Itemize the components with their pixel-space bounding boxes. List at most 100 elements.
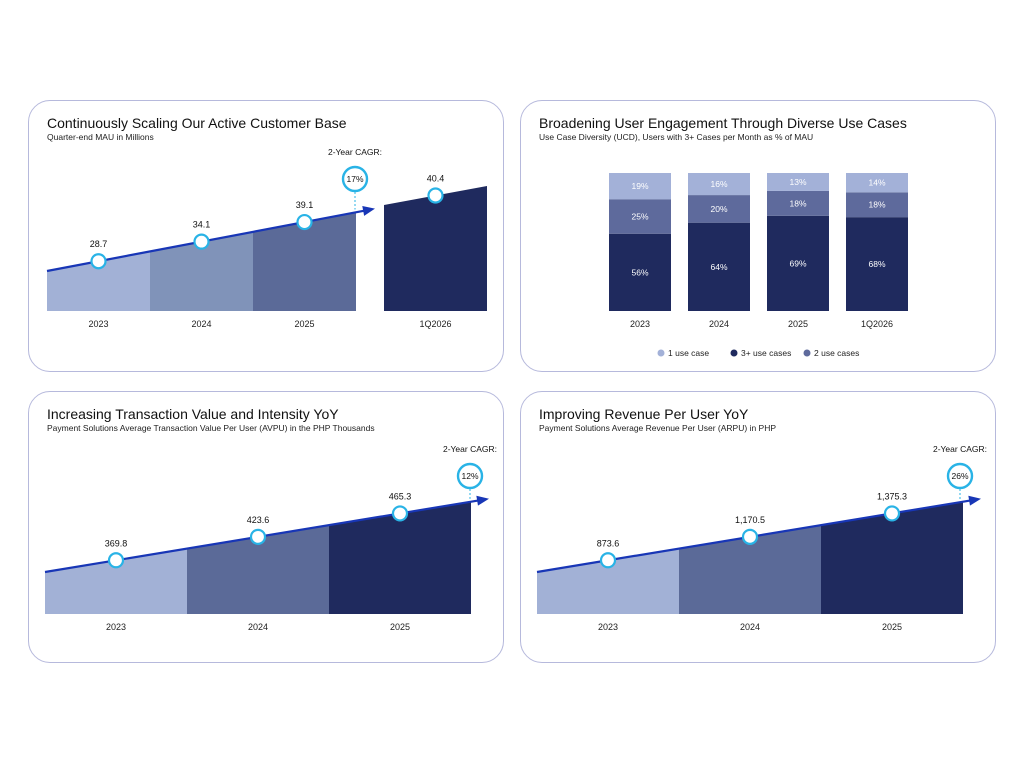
data-point-1Q2026 — [427, 187, 444, 204]
ucd-subtitle: Use Case Diversity (UCD), Users with 3+ … — [539, 132, 814, 142]
mau-title: Continuously Scaling Our Active Customer… — [47, 115, 347, 131]
bar-1Q2026-1-use-case — [846, 173, 908, 193]
data-label-2024: 1,170.5 — [735, 515, 765, 525]
data-label-2024: 423.6 — [247, 515, 270, 525]
trend-arrowhead — [476, 495, 489, 506]
bar-2024-1-use-case — [688, 173, 750, 196]
x-tick-2024: 2024 — [740, 622, 760, 632]
bar-label-2023-3-use-cases: 56% — [631, 267, 648, 277]
bar-label-1Q2026-2-use-cases: 18% — [868, 200, 885, 210]
data-point-2025 — [883, 505, 901, 522]
data-label-2023: 369.8 — [105, 538, 128, 548]
x-tick-2023: 2023 — [88, 319, 108, 329]
mau-chart: 2023 2024 2025 1Q2026 28.7 34.1 39.1 40.4 2-Year… — [46, 147, 487, 329]
data-label-2023: 873.6 — [597, 538, 620, 548]
data-label-2025: 1,375.3 — [877, 491, 907, 501]
x-tick-2023: 2023 — [106, 622, 126, 632]
bar-2023-2-use-cases — [609, 199, 671, 234]
mau-subtitle: Quarter-end MAU in Millions — [47, 132, 154, 142]
area-segment-2023 — [537, 548, 679, 614]
arpu-chart: 2023 2024 2025 873.6 1,170.5 1,375.3 2-Year CA… — [536, 444, 987, 632]
data-label-2025: 39.1 — [296, 200, 314, 210]
ucd-chart: 56% 25% 19% 2023 64% 20% 16% 2024 69% 18% 13% 2025 6… — [609, 173, 908, 358]
area-segment-1Q2026 — [384, 186, 487, 311]
data-label-2025: 465.3 — [389, 491, 412, 501]
bar-label-2023-1-use-case: 19% — [631, 181, 648, 191]
data-label-2024: 34.1 — [193, 220, 211, 230]
bar-2023-3-use-cases — [609, 233, 671, 311]
area-segment-2023 — [45, 548, 187, 614]
avpu-title: Increasing Transaction Value and Intensi… — [47, 406, 339, 422]
x-tick-1Q2026: 1Q2026 — [861, 319, 893, 329]
x-tick-2025: 2025 — [882, 622, 902, 632]
bar-2024-2-use-cases — [688, 195, 750, 223]
x-tick-2023: 2023 — [630, 319, 650, 329]
bar-label-2024-1-use-case: 16% — [710, 179, 727, 189]
arpu-panel: Improving Revenue Per User YoY Payment S… — [520, 391, 996, 663]
x-tick-2024: 2024 — [248, 622, 268, 632]
data-point-2023 — [107, 552, 125, 569]
trend-arrowhead — [362, 206, 375, 216]
x-tick-2025: 2025 — [294, 319, 314, 329]
x-tick-2024: 2024 — [709, 319, 729, 329]
cagr-value: 17% — [346, 174, 363, 184]
ucd-title: Broadening User Engagement Through Diver… — [539, 115, 907, 131]
avpu-chart: 2023 2024 2025 369.8 423.6 465.3 2-Year CAGR: 1… — [44, 444, 497, 632]
bar-2025-3-use-cases — [767, 215, 829, 311]
x-tick-2023: 2023 — [598, 622, 618, 632]
area-segment-2024 — [150, 231, 253, 311]
data-label-1Q2026: 40.4 — [427, 174, 445, 184]
bar-2023-1-use-case — [609, 173, 671, 200]
bar-label-2023-2-use-cases: 25% — [631, 211, 648, 221]
data-point-2024 — [193, 233, 210, 250]
data-point-2024 — [741, 528, 759, 545]
avpu-subtitle: Payment Solutions Average Transaction Va… — [47, 423, 375, 433]
arpu-subtitle: Payment Solutions Average Revenue Per Us… — [539, 423, 777, 433]
mau-panel: Continuously Scaling Our Active Customer… — [28, 100, 504, 372]
cagr-circle — [341, 165, 369, 193]
legend-label-2-use-cases: 2 use cases — [814, 348, 859, 358]
x-tick-2025: 2025 — [390, 622, 410, 632]
trend-arrowhead — [968, 495, 981, 506]
cagr-label: 2-Year CAGR: — [933, 444, 987, 454]
bar-2024-3-use-cases — [688, 222, 750, 311]
bar-label-1Q2026-3-use-cases: 68% — [868, 259, 885, 269]
x-tick-1Q2026: 1Q2026 — [419, 319, 451, 329]
cagr-value: 26% — [951, 471, 968, 481]
data-point-2023 — [90, 253, 107, 270]
arpu-title: Improving Revenue Per User YoY — [539, 406, 749, 422]
cagr-value: 12% — [461, 471, 478, 481]
cagr-label: 2-Year CAGR: — [443, 444, 497, 454]
x-tick-2024: 2024 — [191, 319, 211, 329]
area-segment-2024 — [187, 525, 329, 614]
bar-label-2024-2-use-cases: 20% — [710, 204, 727, 214]
legend-swatch-1-use-case — [657, 349, 665, 357]
legend-label-1-use-case: 1 use case — [668, 348, 709, 358]
data-point-2023 — [599, 552, 617, 569]
cagr-label: 2-Year CAGR: — [328, 147, 382, 157]
legend-swatch-2-use-cases — [803, 349, 811, 357]
area-segment-2025 — [329, 501, 471, 614]
cagr-circle — [946, 462, 974, 490]
bar-2025-2-use-cases — [767, 190, 829, 216]
area-segment-2025 — [821, 501, 963, 614]
bar-label-2025-1-use-case: 13% — [789, 177, 806, 187]
area-segment-2025 — [253, 212, 356, 311]
bar-label-2025-2-use-cases: 18% — [789, 198, 806, 208]
bar-1Q2026-2-use-cases — [846, 192, 908, 218]
data-label-2023: 28.7 — [90, 239, 108, 249]
data-point-2025 — [296, 213, 313, 231]
area-segment-2024 — [679, 525, 821, 614]
data-point-2024 — [249, 528, 267, 545]
bar-1Q2026-3-use-cases — [846, 217, 908, 311]
bar-2025-1-use-case — [767, 173, 829, 191]
legend-swatch-3-use-cases — [730, 349, 738, 357]
bar-label-2024-3-use-cases: 64% — [710, 262, 727, 272]
data-point-2025 — [391, 505, 409, 522]
avpu-panel: Increasing Transaction Value and Intensi… — [28, 391, 504, 663]
legend-label-3-use-cases: 3+ use cases — [741, 348, 791, 358]
cagr-circle — [456, 462, 484, 490]
bar-label-2025-3-use-cases: 69% — [789, 258, 806, 268]
bar-label-1Q2026-1-use-case: 14% — [868, 178, 885, 188]
ucd-panel: Broadening User Engagement Through Diver… — [520, 100, 996, 372]
